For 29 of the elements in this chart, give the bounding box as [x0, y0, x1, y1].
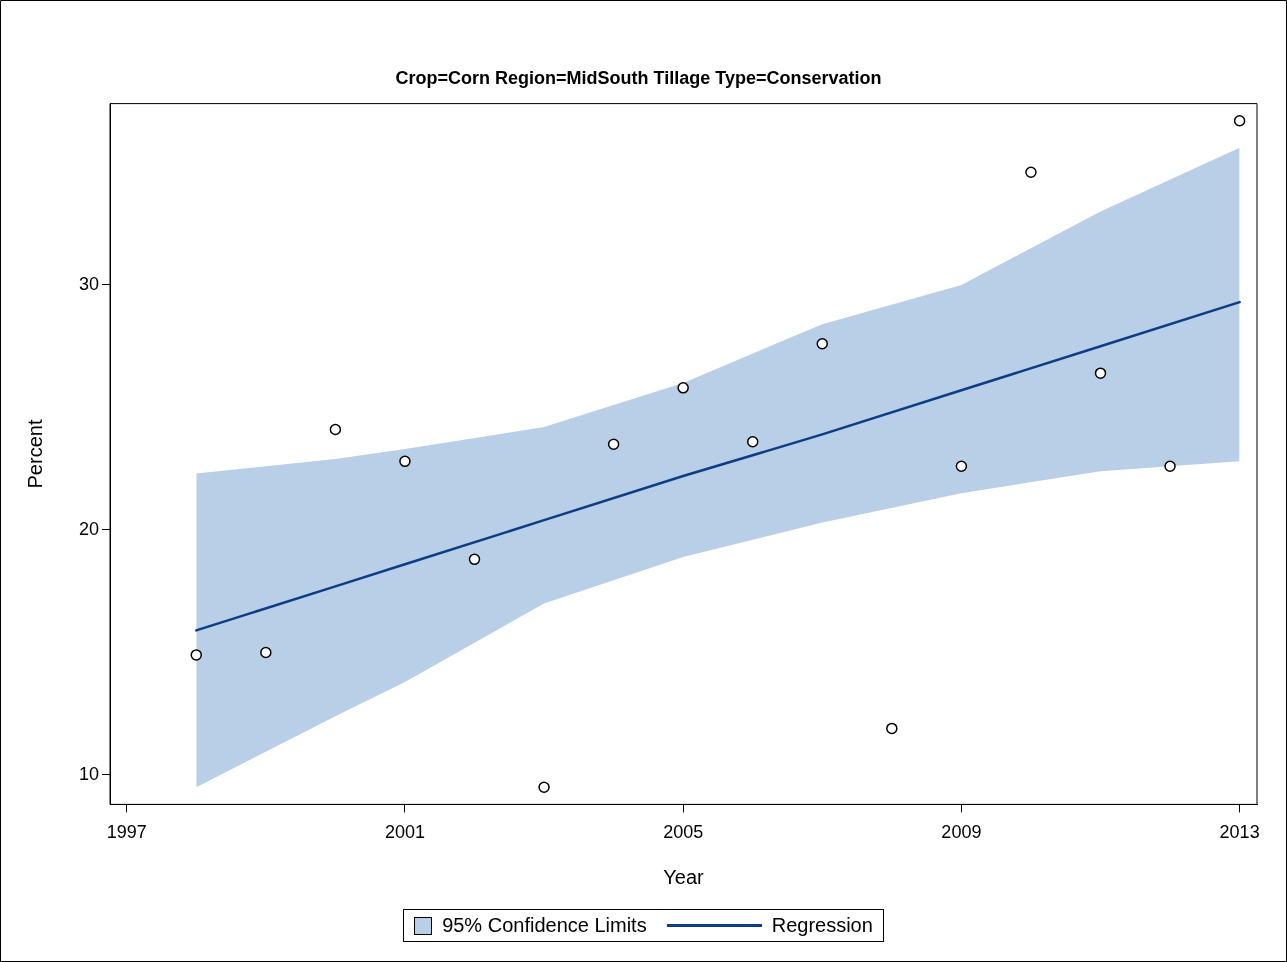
- point: [538, 781, 550, 793]
- legend-label: Regression: [771, 914, 873, 937]
- x-tick-label: 2009: [941, 822, 982, 843]
- point: [1164, 460, 1176, 472]
- point: [399, 455, 411, 468]
- chart-title: Crop=Corn Region=MidSouth Tillage Type=Conservation: [395, 67, 882, 88]
- point: [886, 722, 898, 735]
- point: [1025, 166, 1037, 178]
- point: [260, 646, 272, 659]
- point: [1094, 367, 1107, 379]
- y-tick-label: 30: [78, 273, 100, 294]
- point: [607, 438, 620, 450]
- point: [468, 553, 481, 566]
- point: [1233, 115, 1246, 127]
- point: [816, 337, 829, 350]
- x-axis-title: Year: [663, 865, 705, 888]
- y-tick-label: 20: [78, 518, 100, 539]
- point: [329, 423, 342, 436]
- point: [190, 649, 203, 661]
- x-tick-label: 2005: [663, 822, 704, 843]
- x-tick-label: 2001: [384, 822, 425, 843]
- point: [746, 436, 759, 448]
- y-axis-title: Percent: [23, 419, 46, 489]
- point: [677, 382, 689, 394]
- x-tick-label: 1997: [106, 822, 147, 843]
- point: [955, 460, 968, 472]
- text: 95% Confidence Limits: [442, 914, 647, 937]
- x-tick-label: 2013: [1219, 822, 1260, 843]
- y-tick-label: 10: [78, 763, 100, 784]
